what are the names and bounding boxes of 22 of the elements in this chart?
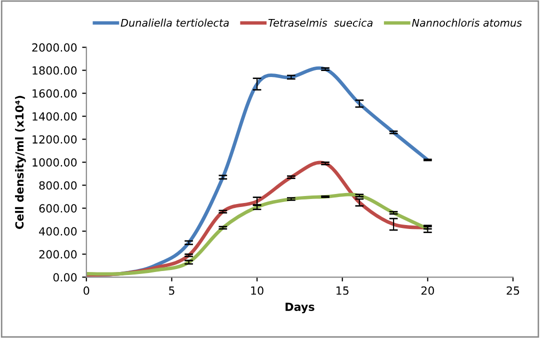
y-tick-label: 600.00 xyxy=(39,204,77,213)
x-tick-label: 25 xyxy=(506,286,520,295)
y-tick-label: 800.00 xyxy=(39,181,77,190)
y-tick-label: 0.00 xyxy=(53,273,77,282)
legend-label: Tetraselmis suecica xyxy=(268,18,372,27)
x-tick-label: 5 xyxy=(169,286,174,295)
x-tick-label: 20 xyxy=(421,286,434,295)
x-tick-label: 0 xyxy=(84,286,90,295)
x-axis-title: Days xyxy=(286,302,314,314)
y-tick-label: 1600.00 xyxy=(32,89,77,98)
y-tick-label: 1400.00 xyxy=(32,112,77,121)
legend-label: Nannochloris atomus xyxy=(412,18,522,27)
legend-label: Dunaliella tertiolecta xyxy=(120,18,229,27)
y-tick-label: 1800.00 xyxy=(32,66,77,75)
y-axis-title: Cell density/ml (x10⁴) xyxy=(15,96,26,229)
y-tick-label: 200.00 xyxy=(39,250,77,259)
y-tick-label: 2000.00 xyxy=(32,43,77,52)
y-tick-label: 1000.00 xyxy=(32,158,77,167)
y-tick-label: 1200.00 xyxy=(32,135,77,144)
y-tick-label: 400.00 xyxy=(39,227,77,236)
x-tick-label: 10 xyxy=(251,286,264,295)
x-tick-label: 15 xyxy=(336,286,348,295)
